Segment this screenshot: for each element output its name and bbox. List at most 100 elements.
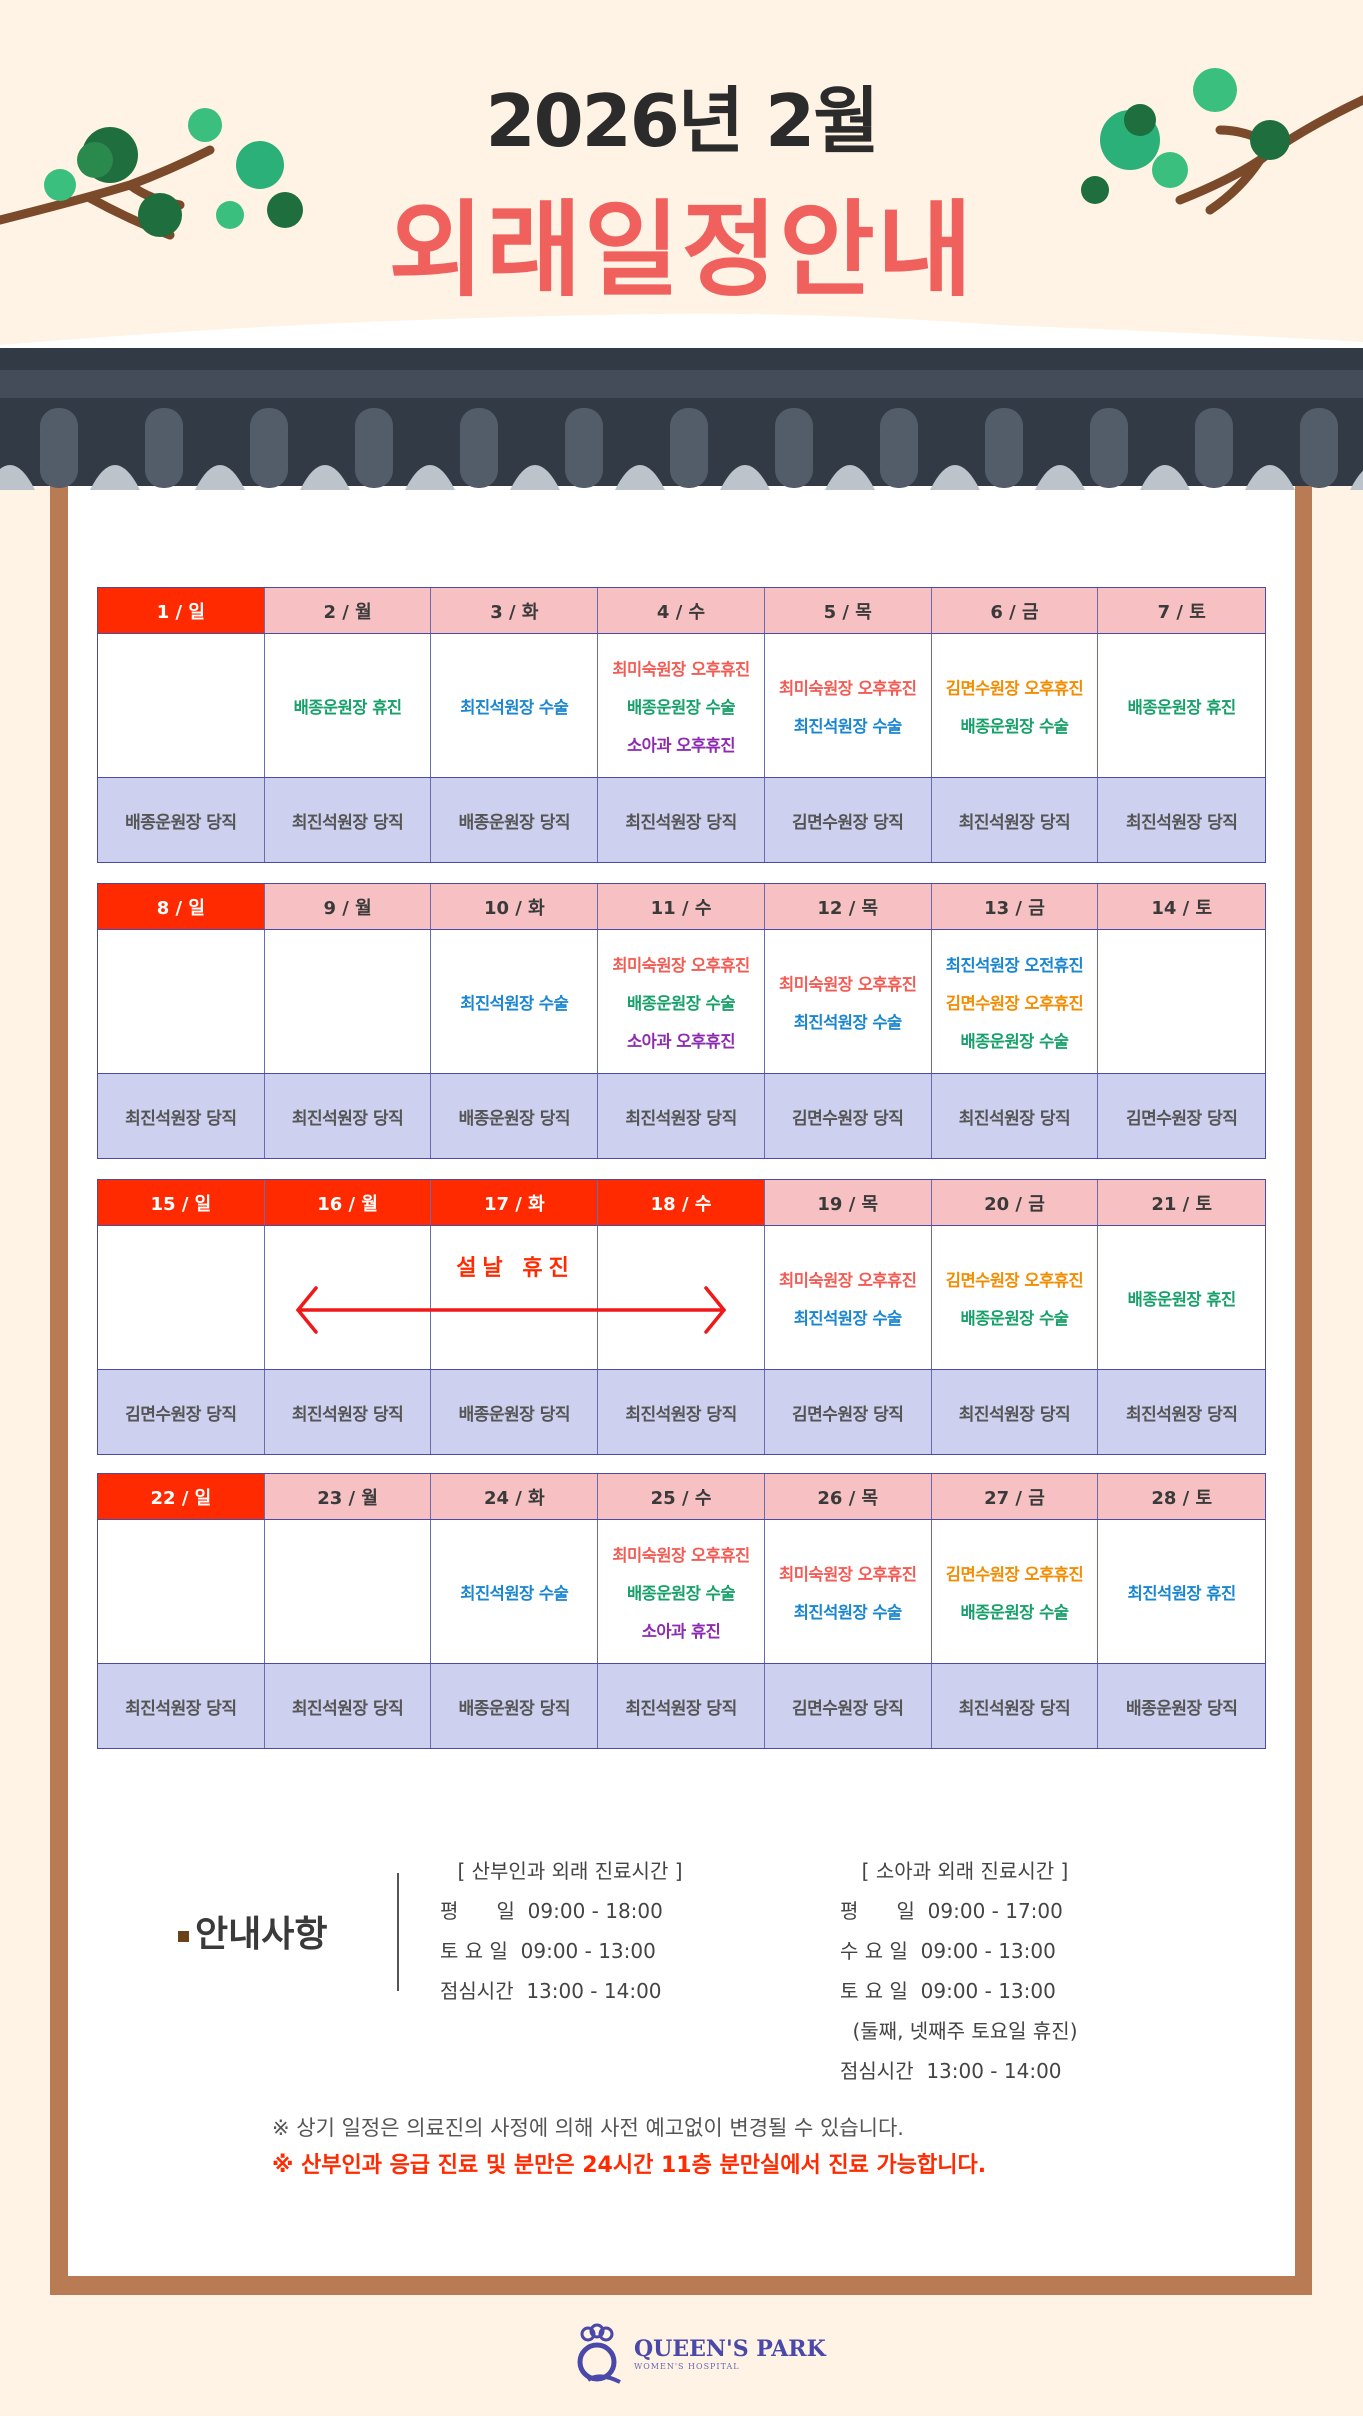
logo-name: QUEEN'S PARK (634, 2335, 826, 2362)
schedule-item: 배종운원장 휴진 (1127, 1289, 1237, 1309)
duty-cell: 김면수원장 당직 (764, 1074, 932, 1158)
date-header: 22 / 일 (98, 1474, 265, 1519)
duty-cell: 김면수원장 당직 (764, 1370, 932, 1454)
schedule-cell: 최미숙원장 오후휴진 최진석원장 수술 (764, 1520, 932, 1663)
peds-hours-line: 평 일 09:00 - 17:00 (840, 1899, 1063, 1923)
duty-cell: 배종운원장 당직 (431, 1370, 599, 1454)
duty-cell: 최진석원장 당직 (931, 1370, 1099, 1454)
schedule-item: 소아과 휴진 (641, 1621, 721, 1641)
schedule-row: 최진석원장 수술 최미숙원장 오후휴진 배종운원장 수술 소아과 오후휴진 최미숙원장 … (98, 930, 1266, 1074)
date-header: 23 / 월 (264, 1474, 432, 1519)
schedule-cell (264, 1520, 432, 1663)
duty-cell: 최진석원장 당직 (264, 1664, 432, 1748)
schedule-cell: 배종운원장 휴진 (264, 634, 432, 777)
duty-cell: 최진석원장 당직 (1098, 778, 1266, 862)
hospital-logo: QUEEN'S PARK WOMEN'S HOSPITAL (570, 2322, 826, 2384)
schedule-cell (598, 1226, 765, 1369)
notice-title-text: 안내사항 (195, 1914, 328, 1955)
duty-cell: 최진석원장 당직 (598, 1664, 765, 1748)
schedule-item: 최미숙원장 오후휴진 (779, 974, 917, 994)
duty-row: 최진석원장 당직 최진석원장 당직 배종운원장 당직 최진석원장 당직 김면수원장 당직… (98, 1074, 1266, 1158)
pine-branch-left (0, 108, 303, 240)
duty-cell: 최진석원장 당직 (598, 1370, 765, 1454)
schedule-cell: 배종운원장 휴진 (1098, 1226, 1266, 1369)
date-header: 4 / 수 (598, 588, 765, 633)
queen-crown-logo-icon (577, 2323, 621, 2384)
schedule-item: 김면수원장 오후휴진 (945, 1270, 1084, 1290)
schedule-item: 최미숙원장 오후휴진 (612, 1545, 750, 1565)
ob-hours: [ 산부인과 외래 진료시간 ] 평 일 09:00 - 18:00 토 요 일… (440, 1851, 700, 2011)
schedule-item: 배종운원장 수술 (627, 993, 736, 1013)
peds-hours: [ 소아과 외래 진료시간 ] 평 일 09:00 - 17:00 수 요 일 … (840, 1851, 1090, 2091)
page-title: 외래일정안내 (388, 189, 975, 311)
schedule-item: 배종운원장 수술 (960, 1031, 1069, 1051)
schedule-item: 배종운원장 수술 (960, 1602, 1069, 1622)
date-header: 11 / 수 (598, 884, 765, 929)
schedule-item: 최미숙원장 오후휴진 (779, 1270, 917, 1290)
schedule-item: 배종운원장 휴진 (1127, 697, 1237, 717)
schedule-item: 소아과 오후휴진 (627, 1031, 736, 1051)
ob-hours-heading: [ 산부인과 외래 진료시간 ] (457, 1859, 683, 1883)
schedule-item: 소아과 오후휴진 (627, 735, 736, 755)
date-header: 15 / 일 (98, 1180, 265, 1225)
date-header: 18 / 수 (598, 1180, 765, 1225)
schedule-item: 김면수원장 오후휴진 (945, 1564, 1084, 1584)
schedule-item: 배종운원장 수술 (960, 716, 1069, 736)
notice-title: 안내사항 (178, 1905, 327, 1957)
duty-cell: 최진석원장 당직 (931, 1664, 1099, 1748)
schedule-item: 최미숙원장 오후휴진 (612, 659, 750, 679)
peds-hours-line: 수 요 일 09:00 - 13:00 (840, 1939, 1056, 1963)
date-header: 5 / 목 (764, 588, 932, 633)
duty-cell: 배종운원장 당직 (431, 778, 599, 862)
date-header: 12 / 목 (764, 884, 932, 929)
date-header: 19 / 목 (764, 1180, 932, 1225)
schedule-cell (431, 1226, 599, 1369)
schedule-item: 최진석원장 수술 (793, 1012, 903, 1032)
peds-hours-line: 토 요 일 09:00 - 13:00 (840, 1979, 1056, 2003)
schedule-cell (264, 930, 432, 1073)
schedule-cell (98, 1520, 265, 1663)
schedule-cell (98, 1226, 265, 1369)
roof-tiles-decoration (0, 313, 1363, 490)
schedule-item: 최미숙원장 오후휴진 (779, 1564, 917, 1584)
schedule-item: 최진석원장 수술 (460, 993, 569, 1013)
schedule-item: 최미숙원장 오후휴진 (779, 678, 917, 698)
duty-row: 배종운원장 당직 최진석원장 당직 배종운원장 당직 최진석원장 당직 김면수원장 당직… (98, 778, 1266, 862)
schedule-item: 최진석원장 수술 (460, 697, 569, 717)
date-header: 1 / 일 (98, 588, 265, 633)
week-3: 15 / 일 16 / 월 17 / 화 18 / 수 19 / 목 20 / 금 21 /… (97, 1179, 1266, 1455)
logo-sub: WOMEN'S HOSPITAL (634, 2361, 740, 2371)
duty-cell: 김면수원장 당직 (1098, 1074, 1266, 1158)
duty-cell: 배종운원장 당직 (1098, 1664, 1266, 1748)
schedule-cell: 최진석원장 휴진 (1098, 1520, 1266, 1663)
duty-cell: 김면수원장 당직 (764, 778, 932, 862)
date-header: 3 / 화 (431, 588, 599, 633)
schedule-cell (98, 930, 265, 1073)
date-header: 28 / 토 (1098, 1474, 1266, 1519)
schedule-cell (98, 634, 265, 777)
date-header: 13 / 금 (931, 884, 1099, 929)
schedule-item: 최미숙원장 오후휴진 (612, 955, 750, 975)
year-month-title: 2026년 2월 (485, 79, 879, 163)
schedule-cell: 최진석원장 수술 (431, 1520, 599, 1663)
date-header: 8 / 일 (98, 884, 265, 929)
schedule-item: 배종운원장 수술 (627, 697, 736, 717)
schedule-cell: 배종운원장 휴진 (1098, 634, 1266, 777)
peds-hours-heading: [ 소아과 외래 진료시간 ] (861, 1859, 1069, 1883)
schedule-item: 배종운원장 휴진 (293, 697, 403, 717)
date-header: 25 / 수 (598, 1474, 765, 1519)
duty-cell: 최진석원장 당직 (931, 778, 1099, 862)
date-header: 17 / 화 (431, 1180, 599, 1225)
duty-cell: 최진석원장 당직 (598, 778, 765, 862)
ob-hours-line: 평 일 09:00 - 18:00 (440, 1899, 663, 1923)
date-header: 26 / 목 (764, 1474, 932, 1519)
schedule-cell: 김면수원장 오후휴진 배종운원장 수술 (931, 634, 1099, 777)
duty-cell: 배종운원장 당직 (431, 1664, 599, 1748)
